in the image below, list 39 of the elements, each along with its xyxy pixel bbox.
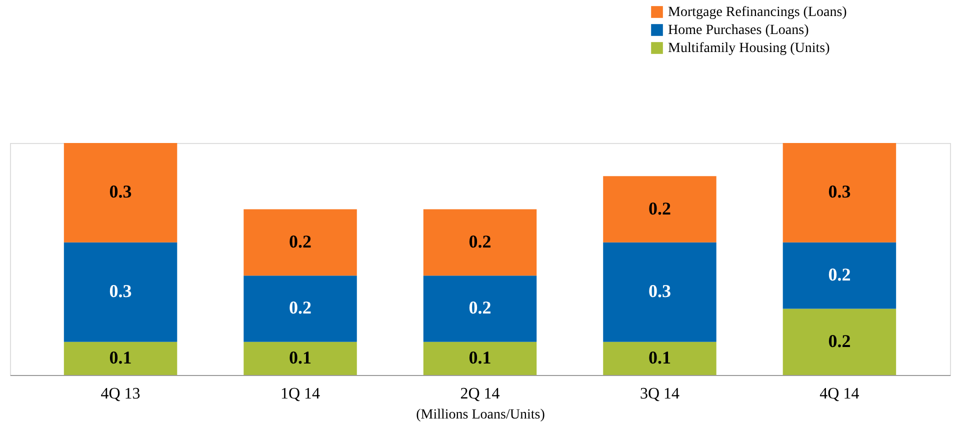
data-label: 0.3 xyxy=(648,281,671,302)
bar xyxy=(782,242,896,309)
data-label: 0.2 xyxy=(468,298,492,318)
bar xyxy=(782,308,896,375)
bar xyxy=(244,342,357,375)
data-label: 0.1 xyxy=(648,347,671,368)
bar xyxy=(423,209,537,276)
data-label: 0.2 xyxy=(828,264,851,285)
bar xyxy=(64,242,178,342)
bar xyxy=(603,242,716,342)
data-label: 0.3 xyxy=(109,182,132,202)
x-tick-label: 1Q 14 xyxy=(280,386,320,402)
bar xyxy=(603,176,716,242)
data-label: 0.2 xyxy=(289,298,312,318)
bar xyxy=(782,143,896,242)
x-axis-title: (Millions Loans/Units) xyxy=(416,408,546,422)
data-label: 0.3 xyxy=(109,281,132,302)
bar xyxy=(64,342,178,375)
bar xyxy=(244,276,357,342)
data-label: 0.2 xyxy=(648,198,671,218)
data-label: 0.2 xyxy=(289,231,312,252)
bar xyxy=(423,276,537,342)
legend-label: Multifamily Housing (Units) xyxy=(668,41,830,56)
data-label: 0.2 xyxy=(828,330,851,351)
legend-label: Mortgage Refinancings (Loans) xyxy=(668,5,848,20)
x-tick-label: 2Q 14 xyxy=(460,386,500,402)
x-tick-label: 3Q 14 xyxy=(640,386,680,402)
bar xyxy=(603,342,716,375)
legend-label: Home Purchases (Loans) xyxy=(668,23,810,38)
x-tick-label: 4Q 14 xyxy=(820,386,860,402)
data-label: 0.1 xyxy=(109,347,132,368)
bar xyxy=(244,209,357,276)
bar xyxy=(64,143,178,242)
data-label: 0.3 xyxy=(828,182,851,202)
data-label: 0.1 xyxy=(468,347,492,368)
data-label: 0.1 xyxy=(289,347,312,368)
bar xyxy=(423,342,537,375)
data-label: 0.2 xyxy=(468,231,492,252)
x-tick-label: 4Q 13 xyxy=(100,386,140,402)
